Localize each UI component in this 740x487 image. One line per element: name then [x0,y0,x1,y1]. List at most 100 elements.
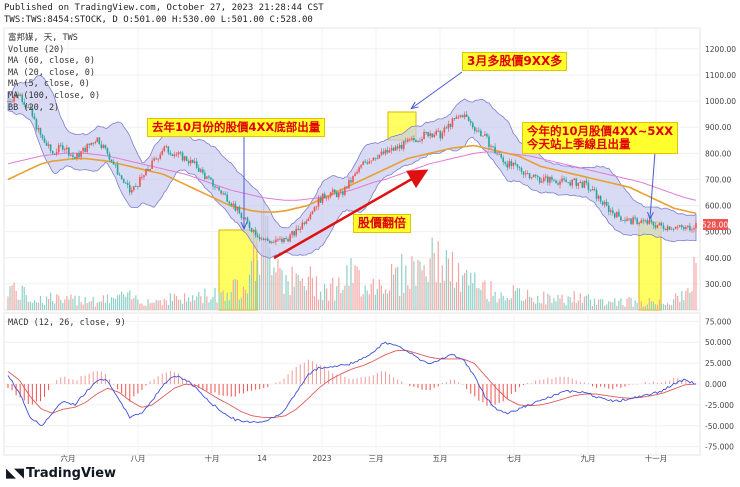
candle-body [534,174,537,176]
volume-bar [626,298,628,310]
candle-body [303,222,306,224]
candle-body [685,227,687,230]
volume-bar [575,302,577,310]
candle-body [151,160,153,169]
candle-body [449,124,452,127]
volume-bar [238,299,240,310]
volume-bar [151,302,153,310]
candle-body [388,150,391,153]
volume-bar [90,301,92,310]
volume-bar [531,297,533,310]
candle-body [141,176,143,178]
candle-body [646,220,649,224]
bollinger-band-fill [7,74,697,259]
volume-bar [299,281,301,310]
volume-bar [664,304,667,310]
candle-body [626,218,628,221]
volume-bar [108,303,111,310]
candle-body [323,193,326,199]
candle-body [354,173,356,176]
volume-bar [443,281,445,310]
volume-bar [606,304,608,310]
legend-ma60: MA (60, close, 0) [8,56,95,67]
volume-bar [541,303,543,310]
volume-bar [114,299,117,310]
volume-bar [630,298,632,310]
candle-body [350,180,352,183]
candle-body [309,214,312,219]
candle-body [283,238,285,243]
candle-body [591,188,594,191]
candle-body [571,179,574,186]
tradingview-logo[interactable]: ◣◥ TradingView [6,466,116,481]
candle-body [102,145,105,148]
volume-bar [139,303,141,310]
volume-bar [25,295,27,310]
candle-body [360,165,362,168]
volume-bar [326,288,328,310]
candle-body [609,210,612,212]
candle-body [413,138,415,141]
candle-body [183,156,186,161]
volume-bar [100,301,102,310]
candle-body [114,164,117,166]
volume-bar [214,287,216,310]
volume-bar [435,282,437,310]
candle-body [577,183,580,186]
candle-body [333,189,336,193]
candle-body [648,220,651,224]
time-tick-label: 七月 [507,454,522,463]
candle-body [242,217,245,219]
candle-body [212,179,214,187]
volume-bar [228,300,230,310]
candle-body [400,144,403,149]
volume-bar [628,296,630,310]
volume-bar [149,303,151,310]
volume-bar [518,288,521,310]
volume-bar [161,305,163,310]
candle-body [340,191,342,193]
candle-body [394,146,397,151]
volume-bar [188,297,190,310]
volume-bar [689,292,691,310]
volume-bar [417,259,419,310]
candle-body [281,238,283,243]
last-price-badge-bg [703,219,728,230]
volume-bar [569,297,571,310]
candle-body [45,142,48,146]
volume-bar [92,296,94,310]
volume-bar [677,295,679,310]
volume-bar [220,292,222,310]
legend-ma20: MA (20, close, 0) [8,67,95,78]
candle-body [415,140,417,143]
volume-bar [66,296,68,310]
volume-bar [510,298,512,310]
volume-bar [116,295,119,310]
candle-body [244,217,247,219]
candle-body [423,131,425,140]
candle-body [88,144,90,145]
candle-body [165,146,168,148]
volume-bar [451,251,454,310]
volume-bar [597,299,600,310]
candle-body [459,115,462,117]
volume-bar [358,269,360,310]
volume-bar [579,293,581,310]
candle-body [266,238,269,241]
volume-bar [271,275,273,310]
volume-bar [675,293,677,310]
volume-bar [39,296,42,310]
candle-body [163,146,166,152]
price-tick-label: 700.00 [705,175,731,184]
candle-body [313,207,316,212]
candle-body [589,189,592,191]
candle-body [94,141,97,144]
candle-body [366,162,369,164]
volume-bar [581,302,583,310]
volume-bar [362,294,364,310]
tradingview-wordmark: TradingView [26,466,117,481]
volume-bar [555,301,557,310]
volume-bar [204,288,206,310]
volume-bar [439,282,441,310]
